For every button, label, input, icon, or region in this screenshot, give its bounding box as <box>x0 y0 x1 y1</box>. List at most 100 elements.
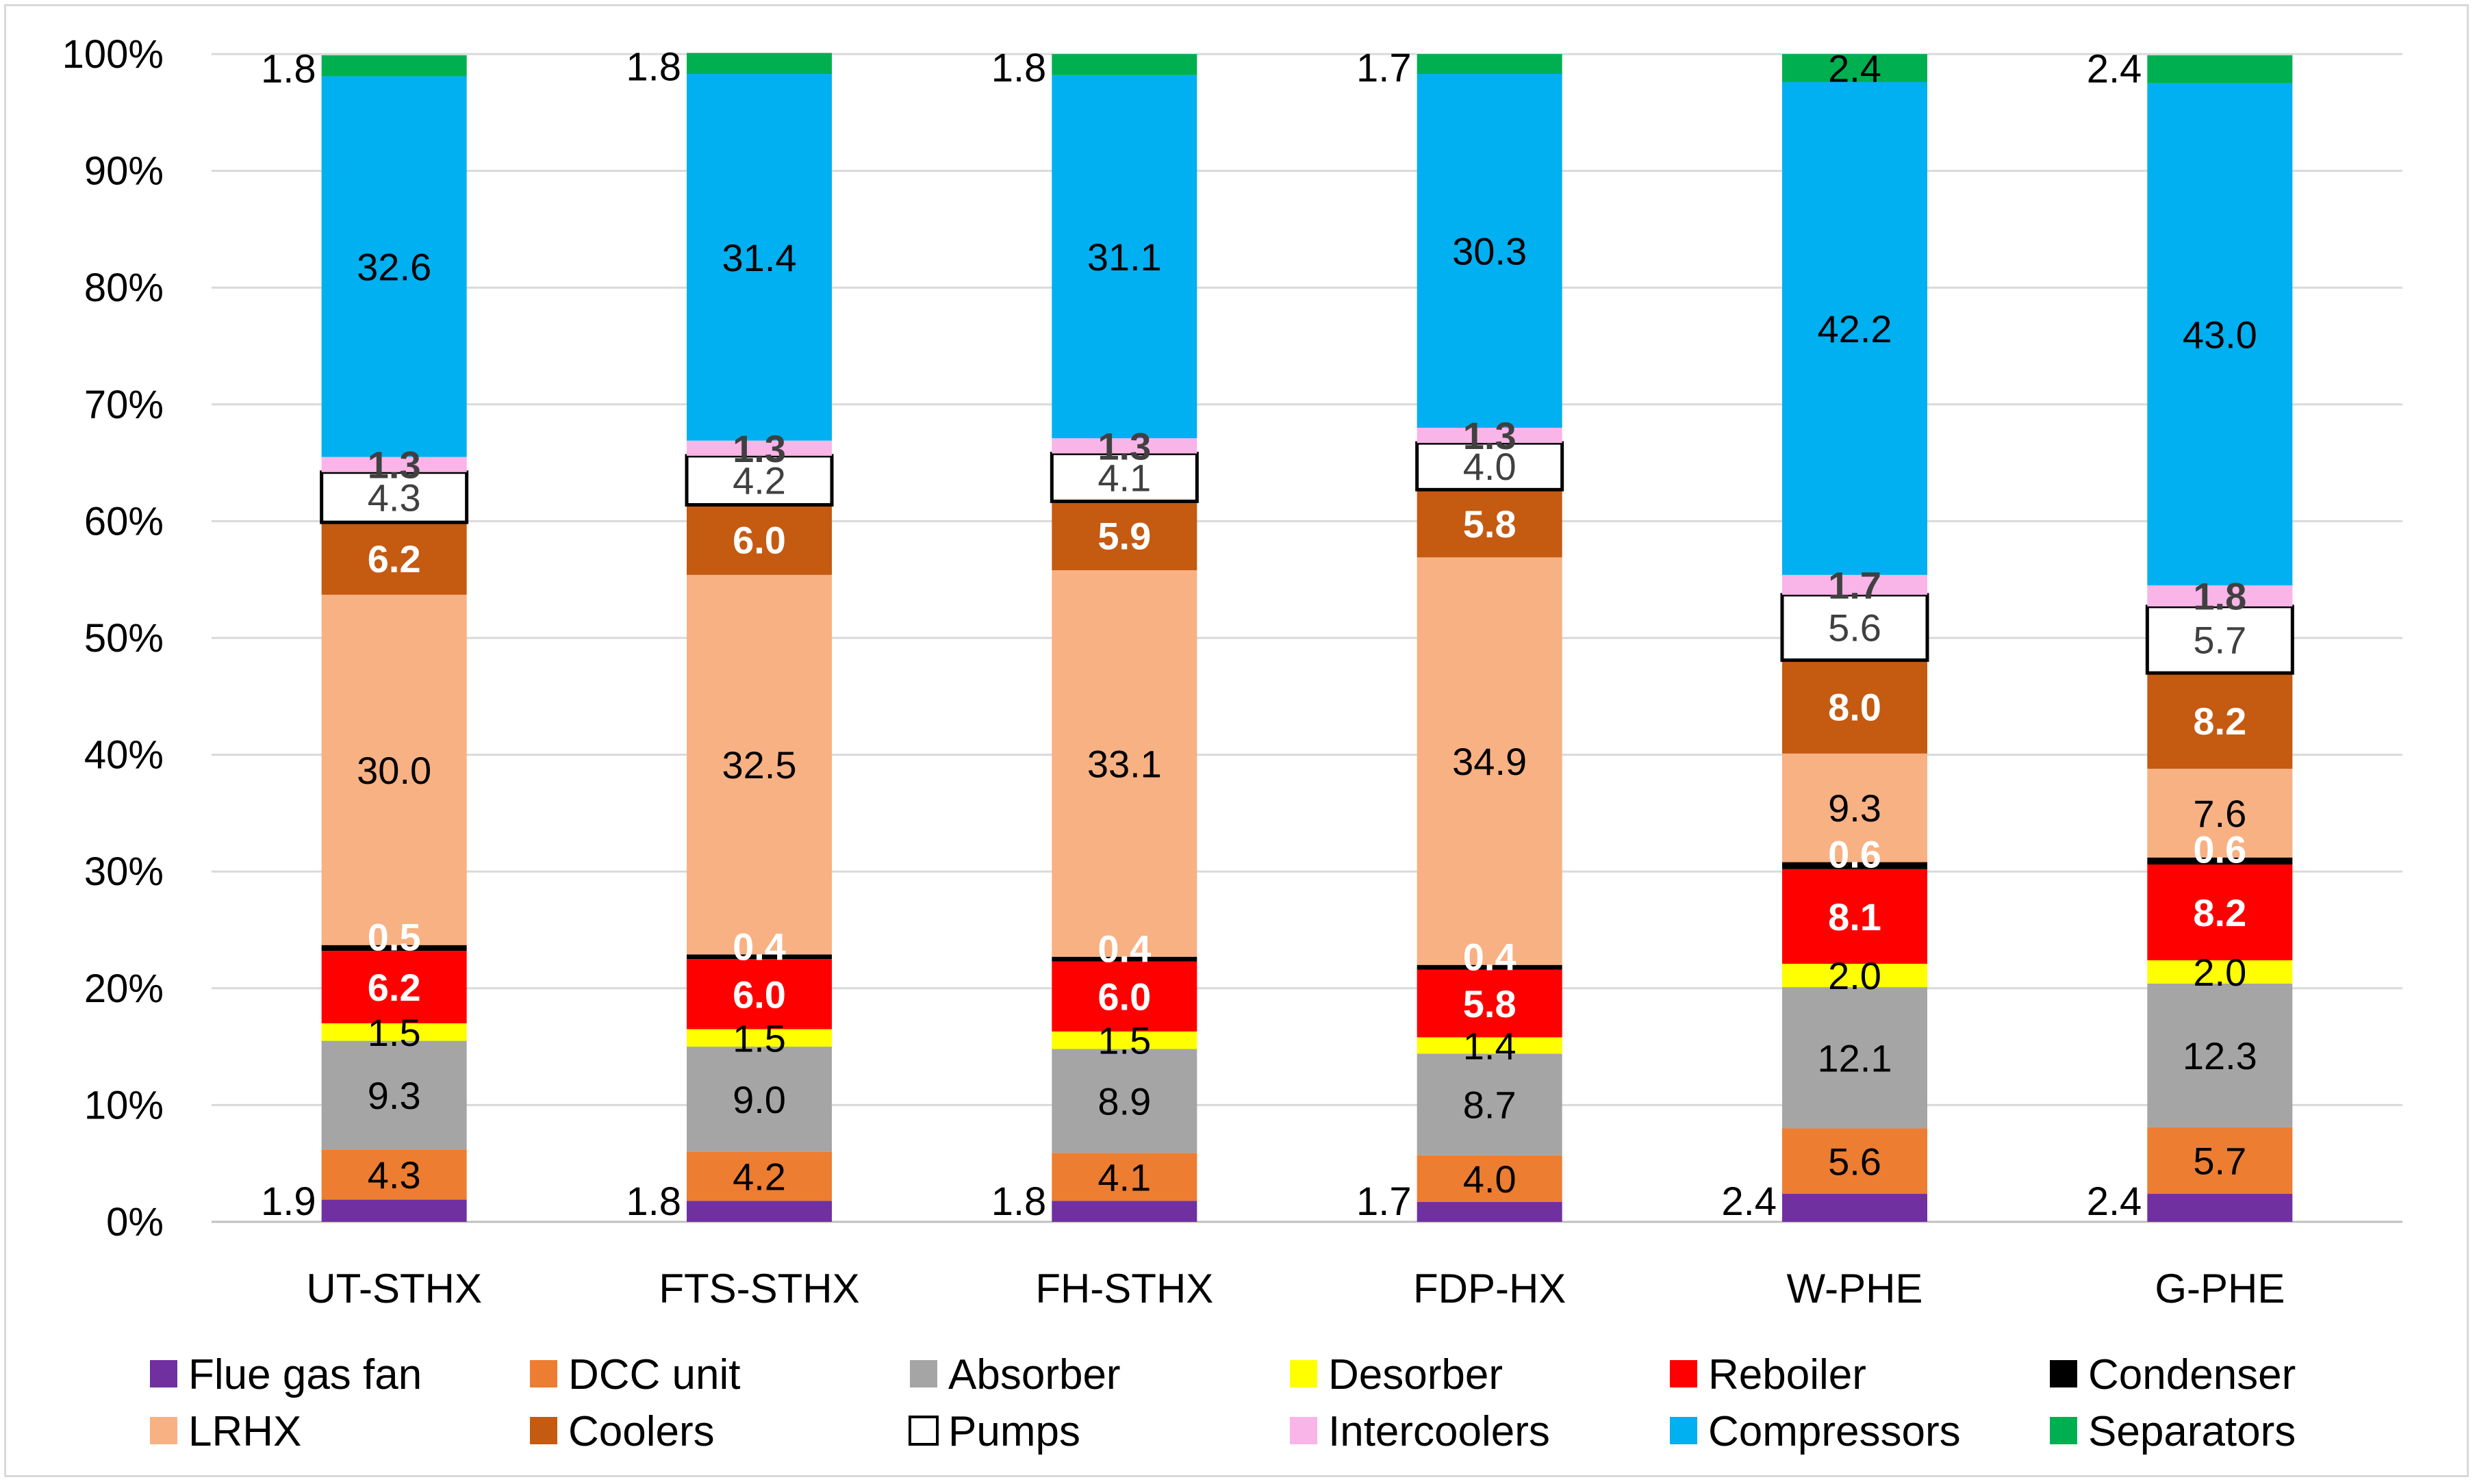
data-label-separators: 1.7 <box>1356 46 1412 90</box>
data-label-pumps: 4.1 <box>1097 456 1151 499</box>
data-label-compressors: 42.2 <box>1818 307 1892 350</box>
bar-segment-pumps <box>1415 441 1564 491</box>
legend-swatch-flue-gas-fan <box>150 1360 177 1387</box>
legend-item-dcc-unit: DCC unit <box>530 1351 741 1398</box>
legend-label-pumps: Pumps <box>948 1408 1080 1455</box>
bar-segment-absorber <box>1417 1053 1562 1155</box>
data-label-dcc-unit: 4.3 <box>368 1153 421 1197</box>
legend-item-separators: Separators <box>2050 1408 2296 1455</box>
bar-segment-condenser <box>321 945 467 951</box>
bar-segment-reboiler <box>1782 869 1927 964</box>
y-tick-label: 50% <box>84 616 164 661</box>
bar-segment-pumps <box>685 454 834 507</box>
legend-swatch-intercoolers <box>1290 1417 1317 1444</box>
legend-item-reboiler: Reboiler <box>1670 1351 1866 1398</box>
legend-swatch-compressors <box>1670 1417 1697 1444</box>
x-tick-label: G-PHE <box>2155 1266 2285 1312</box>
legend-swatch-pumps <box>909 1416 939 1446</box>
legend-swatch-lrhx <box>150 1417 177 1444</box>
data-label-reboiler: 5.8 <box>1463 982 1516 1025</box>
legend-swatch-absorber <box>910 1360 937 1387</box>
bar-segment-desorber <box>687 1029 832 1047</box>
bar-segment-condenser <box>1417 964 1562 970</box>
data-label-intercoolers: 1.7 <box>1828 563 1881 606</box>
bar-segment-reboiler <box>321 951 467 1023</box>
data-label-coolers: 8.0 <box>1828 686 1881 729</box>
data-label-reboiler: 8.2 <box>2193 891 2246 934</box>
data-label-condenser: 0.4 <box>1097 928 1151 971</box>
x-tick-label: UT-STHX <box>306 1266 482 1312</box>
legend-item-intercoolers: Intercoolers <box>1290 1408 1550 1455</box>
bar-segment-compressors <box>1417 74 1562 428</box>
bar-segment-compressors <box>321 76 467 457</box>
bar-segment-intercoolers <box>1052 438 1197 454</box>
data-label-dcc-unit: 4.2 <box>733 1155 786 1198</box>
bar-segment-lrhx <box>2147 769 2293 858</box>
bar-segment-condenser <box>687 954 832 960</box>
y-tick-label: 100% <box>62 32 164 77</box>
legend-label-coolers: Coolers <box>568 1408 715 1455</box>
legend-item-compressors: Compressors <box>1670 1408 1961 1455</box>
y-tick-label: 0% <box>106 1200 164 1244</box>
legend-item-desorber: Desorber <box>1290 1351 1503 1398</box>
data-label-intercoolers: 1.8 <box>2193 575 2246 618</box>
x-tick-label: FDP-HX <box>1413 1266 1566 1312</box>
data-label-compressors: 31.4 <box>722 236 797 279</box>
data-label-condenser: 0.5 <box>368 916 421 959</box>
data-label-intercoolers: 1.3 <box>1097 424 1151 468</box>
data-label-pumps: 4.3 <box>368 476 421 519</box>
data-label-reboiler: 6.0 <box>1097 975 1151 1019</box>
legend-swatch-reboiler <box>1670 1360 1697 1387</box>
bar-segment-lrhx <box>321 594 467 945</box>
bar-segment-coolers <box>687 504 832 575</box>
bar-segment-absorber <box>1052 1049 1197 1153</box>
y-tick-label: 10% <box>84 1083 164 1127</box>
bar-segment-flue-gas-fan <box>1782 1194 1927 1222</box>
x-tick-label: FTS-STHX <box>659 1266 859 1312</box>
y-axis: 0% 10% 20% 30% 40% 50% 60% 70% 80% 90% 100% <box>62 32 2402 1244</box>
bar-segment-dcc-unit <box>1417 1155 1562 1202</box>
data-label-compressors: 31.1 <box>1087 235 1162 279</box>
data-label-compressors: 43.0 <box>2183 313 2257 356</box>
data-label-compressors: 32.6 <box>357 245 431 288</box>
bar-segment-absorber <box>1782 987 1927 1129</box>
data-label-desorber: 1.5 <box>1097 1019 1151 1062</box>
data-label-reboiler: 8.1 <box>1828 895 1881 938</box>
bar-segment-separators <box>1417 54 1562 75</box>
data-label-compressors: 30.3 <box>1452 229 1527 272</box>
bar-segment-desorber <box>1782 963 1927 988</box>
bar-segment-reboiler <box>2147 864 2293 960</box>
data-label-lrhx: 7.6 <box>2193 792 2246 835</box>
data-label-lrhx: 30.0 <box>357 749 431 792</box>
legend-item-coolers: Coolers <box>530 1408 715 1455</box>
legend-swatch-separators <box>2050 1417 2077 1444</box>
bar-segment-flue-gas-fan <box>1052 1201 1197 1222</box>
y-tick-label: 90% <box>84 149 164 194</box>
data-label-flue-gas-fan: 2.4 <box>1721 1179 1777 1224</box>
bar-segment-absorber <box>321 1040 467 1150</box>
data-label-flue-gas-fan: 1.9 <box>261 1179 316 1224</box>
data-label-flue-gas-fan: 1.8 <box>626 1179 681 1224</box>
data-label-desorber: 1.4 <box>1463 1024 1516 1067</box>
x-axis: UT-STHX FTS-STHX FH-STHX FDP-HX W-PHE G-PHE <box>306 1266 2285 1312</box>
data-label-coolers: 6.0 <box>733 519 786 562</box>
bar-segment-compressors <box>1052 75 1197 439</box>
data-label-coolers: 6.2 <box>368 537 421 580</box>
data-label-intercoolers: 1.3 <box>1463 414 1516 457</box>
data-label-separators: 2.4 <box>2087 47 2142 92</box>
bar-segment-desorber <box>1052 1031 1197 1049</box>
data-label-pumps: 5.7 <box>2193 619 2246 662</box>
data-label-separators: 1.8 <box>261 47 316 92</box>
bar-segment-condenser <box>1782 862 1927 869</box>
legend-item-flue-gas-fan: Flue gas fan <box>150 1351 422 1398</box>
bar-segment-desorber <box>1417 1037 1562 1054</box>
bar-segment-separators <box>321 55 467 77</box>
bar-segment-compressors <box>687 74 832 441</box>
y-tick-label: 40% <box>84 733 164 778</box>
bar-segment-coolers <box>2147 673 2293 769</box>
data-label-absorber: 8.7 <box>1463 1084 1516 1127</box>
data-label-coolers: 5.9 <box>1097 515 1151 558</box>
legend-label-dcc-unit: DCC unit <box>568 1351 741 1398</box>
data-label-separators: 2.4 <box>1828 47 1881 90</box>
bar-segment-compressors <box>1782 81 1927 575</box>
